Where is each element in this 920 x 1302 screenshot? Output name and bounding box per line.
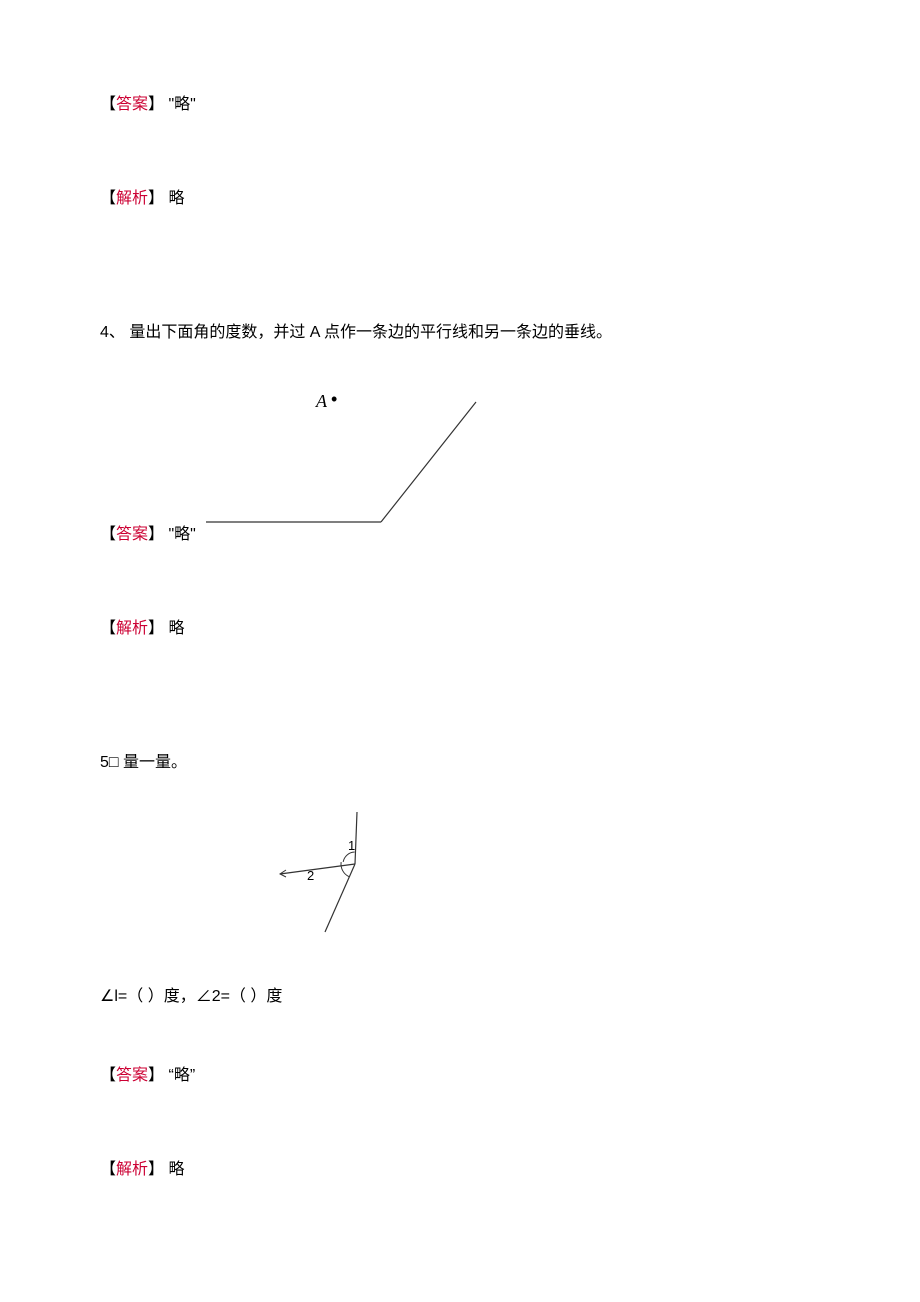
q3-analysis-block: 【解析】 略 [100, 184, 820, 208]
analysis-label: 解析 [116, 620, 148, 637]
bracket-close: 】 [148, 190, 164, 207]
point-a-dot: • [331, 389, 337, 409]
angle-label-2: 2 [307, 868, 314, 883]
q5-analysis-block: 【解析】 略 [100, 1155, 820, 1179]
analysis-value: 略 [169, 620, 185, 637]
angle-label-1: 1 [348, 838, 355, 853]
bracket-close: 】 [148, 620, 164, 637]
q3-answer-block: 【答案】 "略" [100, 90, 820, 114]
bracket-open: 【 [100, 96, 116, 113]
answer-label: 答案 [116, 1067, 148, 1084]
q4-question: 4、 量出下面角的度数，并过 A 点作一条边的平行线和另一条边的垂线。 [100, 318, 820, 342]
analysis-value: 略 [169, 1161, 185, 1178]
bracket-close: 】 [148, 1161, 164, 1178]
q4-figure: A • [146, 382, 486, 532]
bracket-close: 】 [148, 1067, 164, 1084]
bracket-open: 【 [100, 1161, 116, 1178]
arc-angle2 [341, 862, 349, 877]
answer-value: "略" [169, 96, 196, 113]
bracket-open: 【 [100, 620, 116, 637]
q4-analysis-block: 【解析】 略 [100, 614, 820, 638]
q5-answer-block: 【答案】 “略” [100, 1061, 820, 1085]
q4-figure-answer-row: 【答案】 "略" A • [100, 382, 820, 544]
arc-angle1 [343, 852, 354, 862]
question-number: 5□ [100, 754, 119, 771]
q5-equation: ∠l=（ ）度，∠2=（ ）度 [100, 982, 820, 1006]
q5-angle-svg: 1 2 [260, 802, 410, 942]
ray-up [355, 812, 357, 864]
bracket-open: 【 [100, 1067, 116, 1084]
bracket-open: 【 [100, 526, 116, 543]
angle-ray [381, 402, 476, 522]
bracket-open: 【 [100, 190, 116, 207]
analysis-value: 略 [169, 190, 185, 207]
q5-question: 5□ 量一量。 [100, 748, 820, 772]
bracket-close: 】 [148, 96, 164, 113]
q4-angle-svg: A • [146, 382, 486, 532]
question-number: 4、 [100, 324, 125, 341]
equation-text: ∠l=（ ）度，∠2=（ ）度 [100, 988, 282, 1005]
ray-down [325, 864, 355, 932]
q5-figure: 1 2 [260, 802, 410, 942]
answer-label: 答案 [116, 96, 148, 113]
question-text: 量出下面角的度数，并过 A 点作一条边的平行线和另一条边的垂线。 [129, 324, 612, 341]
analysis-label: 解析 [116, 1161, 148, 1178]
point-a-label: A [315, 391, 328, 411]
answer-label: 答案 [116, 526, 148, 543]
analysis-label: 解析 [116, 190, 148, 207]
answer-value: “略” [169, 1067, 196, 1084]
page-content: 【答案】 "略" 【解析】 略 4、 量出下面角的度数，并过 A 点作一条边的平… [0, 0, 920, 1219]
question-text: 量一量。 [123, 754, 187, 771]
